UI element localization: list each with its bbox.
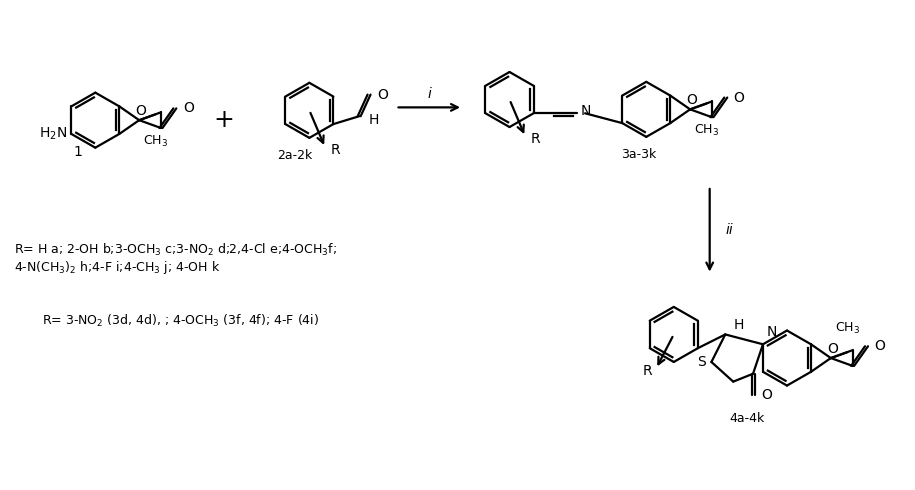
Text: 4a-4k: 4a-4k: [729, 413, 765, 425]
Text: R= H a; 2-OH b;3-OCH$_3$ c;3-NO$_2$ d;2,4-Cl e;4-OCH$_3$f;: R= H a; 2-OH b;3-OCH$_3$ c;3-NO$_2$ d;2,…: [14, 242, 337, 258]
Text: O: O: [734, 91, 745, 104]
Text: H: H: [733, 318, 744, 332]
Text: R: R: [531, 132, 540, 146]
Text: H: H: [369, 113, 380, 127]
Text: CH$_3$: CH$_3$: [834, 321, 860, 337]
Text: i: i: [427, 87, 431, 100]
Text: R= 3-NO$_2$ (3d, 4d), ; 4-OCH$_3$ (3f, 4f); 4-F (4i): R= 3-NO$_2$ (3d, 4d), ; 4-OCH$_3$ (3f, 4…: [42, 313, 319, 329]
Text: N: N: [581, 104, 591, 118]
Text: O: O: [827, 342, 838, 356]
Text: O: O: [686, 94, 697, 107]
Text: R: R: [642, 364, 652, 378]
Text: CH$_3$: CH$_3$: [694, 123, 719, 138]
Text: +: +: [214, 108, 234, 132]
Text: H$_2$N: H$_2$N: [39, 126, 68, 142]
Text: O: O: [377, 88, 388, 101]
Text: CH$_3$: CH$_3$: [143, 134, 168, 149]
Text: N: N: [767, 325, 777, 340]
Text: R: R: [330, 143, 339, 157]
Text: 4-N(CH$_3$)$_2$ h;4-F i;4-CH$_3$ j; 4-OH k: 4-N(CH$_3$)$_2$ h;4-F i;4-CH$_3$ j; 4-OH…: [14, 259, 221, 276]
Text: 2a-2k: 2a-2k: [277, 149, 312, 162]
Text: O: O: [761, 389, 772, 402]
Text: O: O: [875, 339, 886, 353]
Text: S: S: [697, 355, 705, 369]
Text: O: O: [183, 101, 194, 115]
Text: ii: ii: [726, 223, 733, 237]
Text: 1: 1: [73, 145, 82, 159]
Text: O: O: [135, 104, 146, 118]
Text: 3a-3k: 3a-3k: [620, 148, 656, 161]
